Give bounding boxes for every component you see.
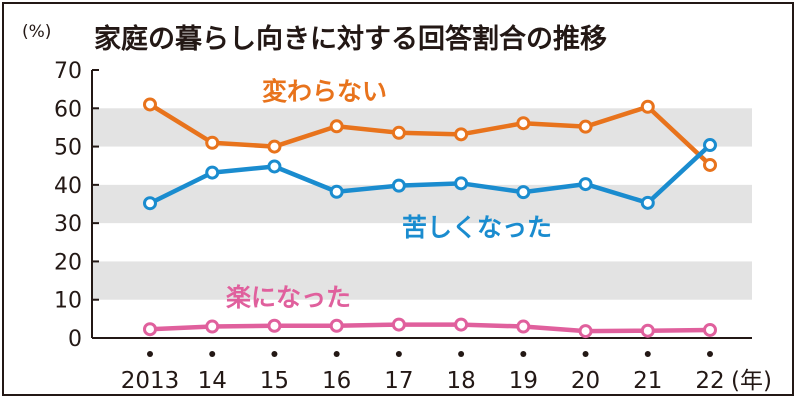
x-tick-label: 20 [571,368,600,394]
series-point-2 [205,319,220,334]
x-tick-label: 21 [633,368,662,394]
y-tick-label: 70 [54,59,82,84]
series-point-0 [516,116,531,131]
series-point-1 [143,196,157,211]
x-unit-label: (年) [731,368,772,394]
series-point-2 [516,319,531,334]
series-point-0 [703,157,717,172]
series-point-0 [267,139,282,154]
x-tick-label: 15 [260,368,289,394]
y-tick-label: 0 [68,327,82,352]
series-label-harder: 苦しくなった [402,213,552,242]
grid-band-0 [92,261,752,300]
x-tick-dot [147,351,153,357]
series-point-2 [143,322,157,337]
series-point-2 [267,318,282,333]
x-tick-label: 18 [446,368,475,394]
series-point-1 [267,159,282,174]
x-tick-label: 19 [509,368,538,394]
chart-title: 家庭の暮らし向きに対する回答割合の推移 [94,23,607,55]
x-tick-dot [582,351,589,357]
line-chart: 0 10 20 30 40 50 60 70 2013 14 15 16 17 18 19 20 21 22 家… [22,22,772,394]
y-unit-label: (%) [22,22,51,42]
labels-layer: 家庭の暮らし向きに対する回答割合の推移 (%) (年) 変わらない 苦しくなった… [22,22,772,394]
series-point-0 [205,135,220,150]
series-point-1 [329,184,344,199]
y-tick-label: 50 [54,136,82,161]
series-point-2 [329,318,344,333]
y-tick-label: 60 [54,97,82,122]
series-point-2 [640,323,655,338]
series-line-1 [147,142,713,206]
x-tick-label: 16 [322,368,351,394]
series-line-2 [147,322,713,334]
series-point-1 [640,195,655,210]
x-tick-dot [333,351,340,357]
x-tick-dot [520,351,527,357]
series-point-0 [329,119,344,134]
series-label-unchanged: 変わらない [262,77,387,106]
x-tick-dot [707,351,713,357]
x-tick-dot [395,351,402,357]
y-tick-label: 10 [54,289,82,314]
x-tick-dot [458,351,465,357]
y-tick-label: 30 [54,212,82,237]
y-tick-label: 20 [54,250,82,275]
series-line-0 [147,102,713,168]
series-point-0 [391,125,406,140]
x-tick-dot [644,351,651,357]
x-tick-label: 22 [695,368,724,394]
series-point-0 [640,99,655,114]
axes [91,69,752,357]
grid-band-2 [92,108,752,147]
series-layer [143,97,717,339]
series-point-1 [703,138,717,153]
x-tick-label: 14 [198,368,227,394]
series-point-1 [205,165,220,180]
chart-frame: 0 10 20 30 40 50 60 70 2013 14 15 16 17 18 19 20 21 22 家… [2,2,794,396]
series-point-2 [454,317,469,332]
x-tick-labels: 2013 14 15 16 17 18 19 20 21 22 [121,368,725,394]
y-tick-labels: 0 10 20 30 40 50 60 70 [54,59,82,352]
x-tick-label: 17 [384,368,413,394]
y-tick-label: 40 [54,174,82,199]
series-point-1 [578,177,593,192]
series-label-easier: 楽になった [226,283,351,312]
series-point-1 [454,176,469,191]
series-point-2 [703,322,717,337]
series-point-1 [391,178,406,193]
series-point-0 [454,127,469,142]
series-point-1 [516,185,531,200]
series-point-2 [391,317,406,332]
x-tick-dot [209,351,216,357]
x-tick-dot [271,351,278,357]
series-point-2 [578,324,593,339]
x-tick-label: 2013 [121,368,180,394]
series-point-0 [578,119,593,134]
series-point-0 [143,97,157,112]
